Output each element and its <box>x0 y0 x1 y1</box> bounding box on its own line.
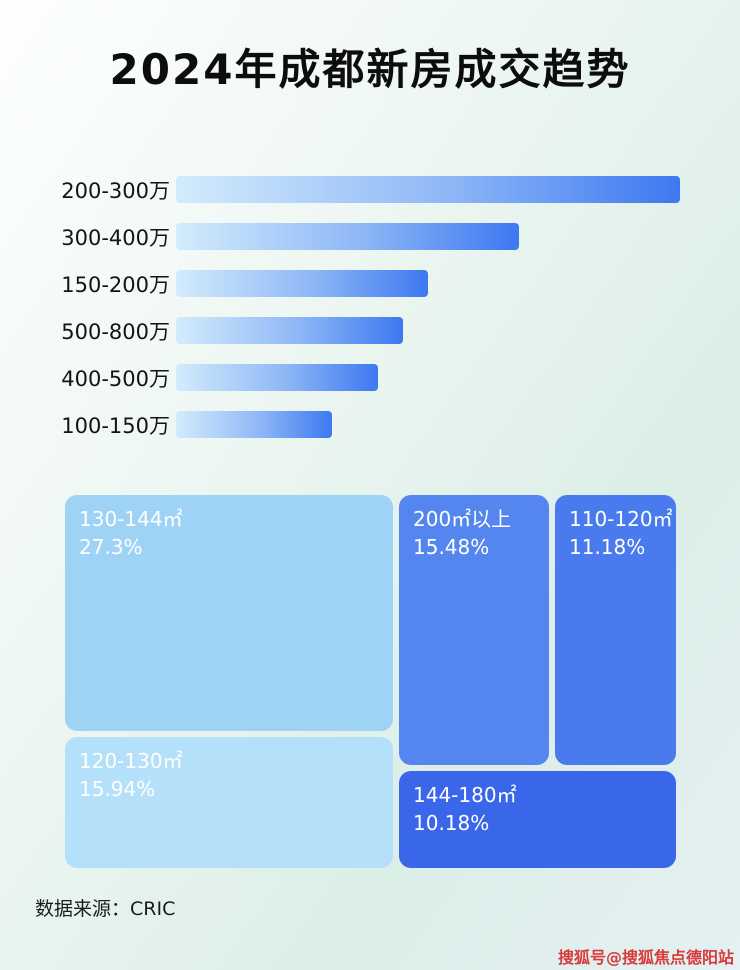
bar-category-label: 500-800万 <box>61 319 170 344</box>
bar-category-label: 200-300万 <box>61 178 170 203</box>
bar-row: 400-500万 <box>58 364 680 391</box>
treemap-block-value: 15.94% <box>79 777 156 801</box>
treemap-block-value: 27.3% <box>79 535 143 559</box>
bar-track <box>176 317 680 344</box>
bar-category-label: 100-150万 <box>61 413 170 438</box>
treemap-block-label: 120-130㎡ <box>79 749 183 773</box>
bar <box>176 270 428 297</box>
bar-category-label: 400-500万 <box>61 366 170 391</box>
treemap-block-value: 10.18% <box>413 811 490 835</box>
bar-track <box>176 364 680 391</box>
treemap-block-label: 144-180㎡ <box>413 783 517 807</box>
treemap-block-value: 11.18% <box>569 535 646 559</box>
bar-row: 100-150万 <box>58 411 680 438</box>
bar-track <box>176 223 680 250</box>
page-title: 2024年成都新房成交趋势 <box>109 45 631 94</box>
data-source-note: 数据来源：CRIC <box>35 898 176 920</box>
bar <box>176 223 519 250</box>
bar <box>176 317 403 344</box>
treemap-block: 110-120㎡ 11.18% <box>555 495 676 765</box>
bar-track <box>176 176 680 203</box>
treemap-block: 144-180㎡ 10.18% <box>399 771 676 868</box>
bar-row: 150-200万 <box>58 270 680 297</box>
bar-track <box>176 411 680 438</box>
bar <box>176 364 378 391</box>
treemap-block-label: 130-144㎡ <box>79 507 183 531</box>
watermark: 搜狐号@搜狐焦点德阳站 <box>557 948 734 967</box>
treemap-block: 200㎡以上 15.48% <box>399 495 549 765</box>
area-segment-treemap: 130-144㎡ 27.3% 200㎡以上 15.48% 110-120㎡ 11… <box>65 495 676 868</box>
bar-row: 200-300万 <box>58 176 680 203</box>
bar-row: 500-800万 <box>58 317 680 344</box>
bar <box>176 176 680 203</box>
treemap-block-value: 15.48% <box>413 535 490 559</box>
treemap-block: 120-130㎡ 15.94% <box>65 737 393 868</box>
price-band-bar-chart: 200-300万 300-400万 150-200万 500-800万 400-… <box>58 176 680 458</box>
bar-category-label: 300-400万 <box>61 225 170 250</box>
treemap-block-label: 200㎡以上 <box>413 507 512 531</box>
bar <box>176 411 333 438</box>
treemap-block: 130-144㎡ 27.3% <box>65 495 393 731</box>
bar-row: 300-400万 <box>58 223 680 250</box>
treemap-block-label: 110-120㎡ <box>569 507 673 531</box>
bar-category-label: 150-200万 <box>61 272 170 297</box>
bar-track <box>176 270 680 297</box>
